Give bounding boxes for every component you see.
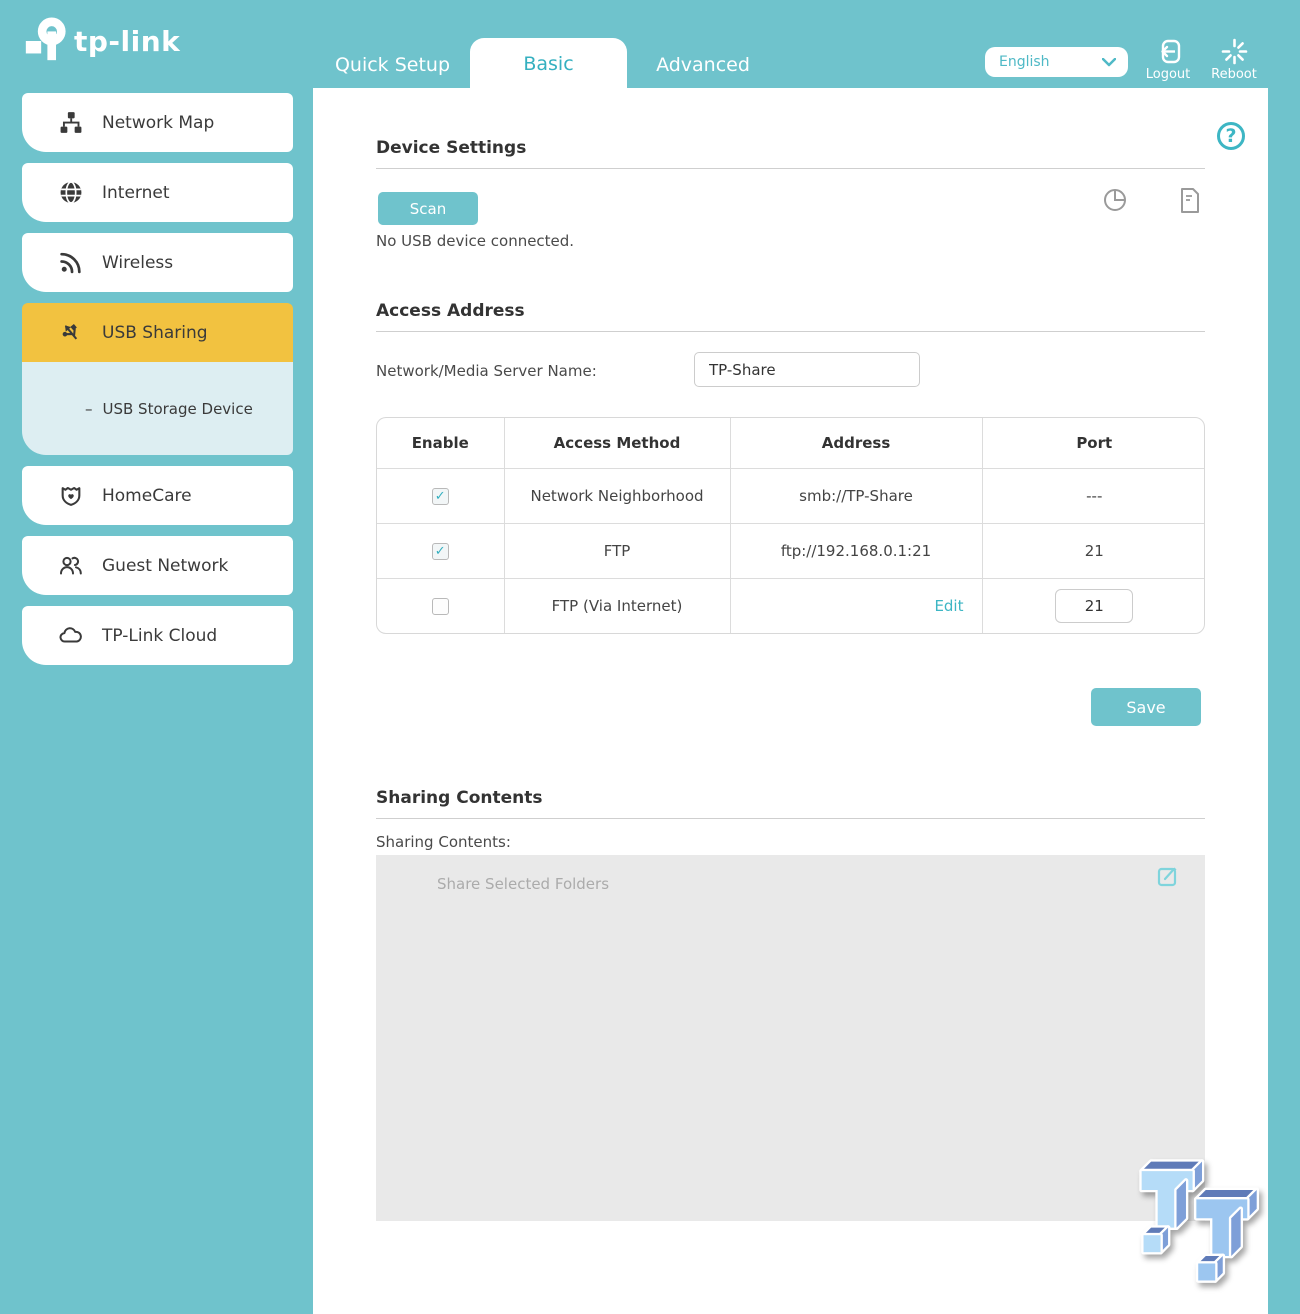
main-content: ? Device Settings Scan No USB device con… (313, 88, 1268, 1314)
sidebar-item-guest-network[interactable]: Guest Network (22, 536, 293, 595)
help-icon[interactable]: ? (1217, 122, 1245, 150)
enable-checkbox[interactable] (431, 487, 449, 505)
divider (376, 168, 1205, 169)
wifi-icon (60, 252, 81, 274)
table-header-row: Enable Access Method Address Port (377, 418, 1204, 468)
usb-icon (62, 323, 78, 340)
access-address-title: Access Address (376, 301, 525, 321)
sharing-contents-title: Sharing Contents (376, 788, 543, 808)
sidebar-item-usb-storage-device[interactable]: – USB Storage Device (22, 362, 293, 455)
shield-heart-icon (61, 486, 81, 506)
sidebar-item-label: TP-Link Cloud (102, 625, 218, 646)
brand-text: tp-link (74, 24, 181, 58)
address-cell: smb://TP-Share (729, 467, 982, 523)
server-name-label: Network/Media Server Name: (376, 362, 597, 380)
sidebar-item-label: Wireless (102, 252, 174, 273)
device-settings-title: Device Settings (376, 138, 527, 158)
sidebar-item-network-map[interactable]: Network Map (22, 93, 293, 152)
tweaktown-watermark (1136, 1146, 1268, 1302)
sidebar-item-tplink-cloud[interactable]: TP-Link Cloud (22, 606, 293, 665)
globe-icon (60, 181, 82, 204)
chevron-down-icon (1102, 57, 1116, 66)
method-cell: Network Neighborhood (503, 467, 730, 523)
header: tp-link Quick Setup Basic Advanced Engli… (0, 0, 1300, 88)
logout-label: Logout (1145, 67, 1191, 82)
sidebar-item-wireless[interactable]: Wireless (22, 233, 293, 292)
method-cell: FTP (Via Internet) (503, 577, 730, 633)
sidebar-item-label: HomeCare (102, 485, 192, 506)
reboot-icon (1221, 38, 1247, 65)
sharing-contents-box: Share Selected Folders (376, 855, 1205, 1221)
sharing-contents-label: Sharing Contents: (376, 833, 511, 851)
address-cell: ftp://192.168.0.1:21 (729, 522, 982, 578)
col-address: Address (729, 418, 982, 468)
port-input[interactable] (1055, 588, 1134, 623)
tp-link-logo-icon (25, 17, 66, 61)
port-cell: 21 (981, 522, 1204, 578)
language-select[interactable]: English (985, 47, 1128, 77)
sidebar-item-label: USB Sharing (102, 322, 208, 343)
reboot-label: Reboot (1211, 67, 1257, 82)
col-access-method: Access Method (503, 418, 730, 468)
col-enable: Enable (411, 433, 469, 452)
tab-advanced[interactable]: Advanced (656, 54, 750, 76)
sub-item-dash: – (85, 399, 93, 418)
access-methods-table: Enable Access Method Address Port Networ… (376, 417, 1205, 634)
sidebar-item-label: USB Storage Device (102, 399, 253, 418)
edit-folders-icon[interactable] (1157, 865, 1179, 891)
table-row: FTP ftp://192.168.0.1:21 21 (377, 522, 1204, 578)
share-selected-folders-text: Share Selected Folders (437, 875, 610, 893)
enable-checkbox[interactable] (431, 542, 449, 560)
edit-link[interactable]: Edit (934, 596, 964, 615)
port-cell: --- (981, 467, 1204, 523)
logout-button[interactable]: Logout (1136, 38, 1200, 82)
divider (376, 818, 1205, 819)
logout-icon (1160, 39, 1180, 64)
sidebar-item-label: Internet (102, 182, 170, 203)
save-button[interactable]: Save (1091, 688, 1201, 726)
language-value: English (999, 54, 1050, 70)
usb-status-text: No USB device connected. (376, 232, 575, 250)
people-icon (60, 556, 82, 575)
sidebar-item-label: Network Map (102, 112, 215, 133)
reboot-button[interactable]: Reboot (1202, 38, 1266, 82)
tab-quick-setup[interactable]: Quick Setup (334, 54, 451, 76)
file-icon[interactable] (1178, 187, 1202, 218)
sidebar-item-homecare[interactable]: HomeCare (22, 466, 293, 525)
tp-link-logo: tp-link (22, 16, 180, 66)
enable-checkbox[interactable] (431, 597, 449, 615)
table-row: FTP (Via Internet) Edit (377, 577, 1204, 633)
sidebar-item-label: Guest Network (102, 555, 229, 576)
sidebar-item-usb-sharing[interactable]: USB Sharing (22, 303, 293, 362)
disk-usage-icon[interactable] (1102, 187, 1128, 217)
sidebar: Network Map Internet Wireless (22, 93, 293, 676)
sidebar-item-internet[interactable]: Internet (22, 163, 293, 222)
scan-button[interactable]: Scan (378, 192, 478, 225)
cloud-icon (59, 627, 82, 643)
method-cell: FTP (503, 522, 730, 578)
table-row: Network Neighborhood smb://TP-Share --- (377, 467, 1204, 523)
network-map-icon (60, 112, 82, 133)
col-port: Port (981, 418, 1204, 468)
divider (376, 331, 1205, 332)
tab-basic[interactable]: Basic (470, 38, 627, 88)
server-name-input[interactable] (694, 352, 920, 387)
